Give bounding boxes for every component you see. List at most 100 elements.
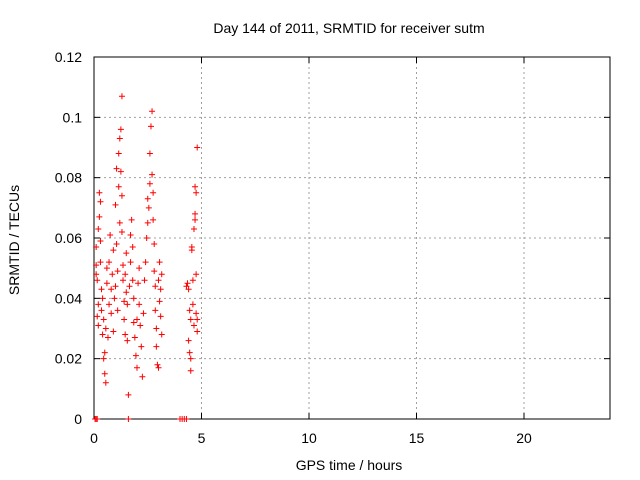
data-point: [138, 343, 145, 350]
data-point: [106, 259, 113, 266]
data-point: [97, 198, 104, 205]
data-point: [113, 165, 120, 172]
data-point: [192, 210, 199, 217]
data-point: [150, 216, 157, 223]
data-point: [122, 331, 129, 338]
data-point: [97, 238, 104, 245]
y-tick-label: 0.12: [55, 49, 82, 65]
x-tick-label: 5: [198, 430, 206, 446]
data-point: [183, 416, 190, 422]
data-point: [112, 201, 119, 208]
data-point: [108, 286, 115, 293]
data-point: [186, 349, 193, 356]
data-point: [99, 295, 106, 302]
data-point: [155, 277, 162, 284]
data-point: [107, 231, 114, 238]
grid-lines: [94, 57, 610, 419]
data-point: [116, 135, 123, 142]
data-point: [101, 370, 108, 377]
data-point: [185, 286, 192, 293]
data-point: [193, 271, 200, 278]
data-point: [157, 286, 164, 293]
data-point: [149, 108, 156, 115]
data-point: [187, 367, 194, 374]
data-point: [147, 123, 154, 130]
data-point: [93, 271, 100, 278]
data-point: [127, 259, 134, 266]
y-tick-label: 0: [74, 411, 82, 427]
data-point: [156, 259, 163, 266]
data-point: [95, 322, 102, 329]
data-point: [136, 301, 143, 308]
x-axis-label: GPS time / hours: [296, 457, 403, 473]
data-point: [120, 262, 127, 269]
data-point: [118, 192, 125, 199]
data-point: [120, 277, 127, 284]
x-axis: 0 5 10 15 20: [90, 57, 532, 446]
data-point: [114, 268, 121, 275]
data-point: [140, 310, 147, 317]
data-point: [151, 241, 158, 248]
data-point: [136, 265, 143, 272]
data-point: [123, 289, 130, 296]
data-point: [128, 216, 135, 223]
data-point: [95, 225, 102, 232]
data-point: [98, 286, 105, 293]
data-point: [149, 171, 156, 178]
data-point: [112, 283, 119, 290]
data-point: [134, 316, 140, 323]
data-point: [190, 322, 197, 329]
data-point: [142, 259, 149, 266]
y-tick-label: 0.08: [55, 170, 82, 186]
y-axis-label: SRMTID / TECUs: [6, 185, 22, 295]
data-point: [102, 325, 109, 332]
y-tick-label: 0.06: [55, 230, 82, 246]
data-point: [106, 301, 113, 308]
data-point: [130, 319, 137, 326]
data-point: [145, 204, 152, 211]
data-point: [156, 298, 163, 305]
data-point: [146, 180, 153, 187]
data-point: [152, 283, 159, 290]
data-point: [104, 334, 111, 341]
x-tick-label: 20: [516, 430, 532, 446]
data-point: [94, 277, 101, 284]
data-point: [123, 250, 130, 257]
data-point: [114, 307, 121, 314]
data-point: [129, 244, 136, 251]
data-point: [100, 355, 107, 362]
chart-title: Day 144 of 2011, SRMTID for receiver sut…: [213, 20, 484, 36]
plot-frame: [93, 56, 611, 420]
data-point: [115, 150, 122, 157]
data-point: [134, 364, 140, 371]
data-point: [130, 295, 137, 302]
data-point: [192, 216, 199, 223]
data-point: [154, 361, 161, 368]
data-point: [124, 301, 131, 308]
data-point: [116, 219, 123, 226]
data-point: [189, 301, 196, 308]
data-point: [126, 283, 133, 290]
data-point: [99, 331, 106, 338]
data-point: [94, 416, 101, 422]
y-tick-label: 0.02: [55, 351, 82, 367]
data-point: [118, 93, 125, 100]
x-tick-label: 0: [90, 430, 98, 446]
data-point: [190, 225, 197, 232]
data-point: [110, 328, 117, 335]
data-point: [153, 325, 160, 332]
data-point: [94, 313, 101, 320]
data-point: [192, 183, 199, 190]
data-point: [144, 195, 151, 202]
data-point: [131, 334, 138, 341]
data-point: [102, 379, 109, 386]
data-point: [144, 219, 151, 226]
data-point: [139, 373, 146, 380]
data-point: [111, 295, 118, 302]
data-point: [186, 307, 193, 314]
data-point: [132, 352, 139, 359]
data-point: [137, 322, 144, 329]
data-point: [121, 298, 128, 305]
data-point: [151, 268, 158, 275]
